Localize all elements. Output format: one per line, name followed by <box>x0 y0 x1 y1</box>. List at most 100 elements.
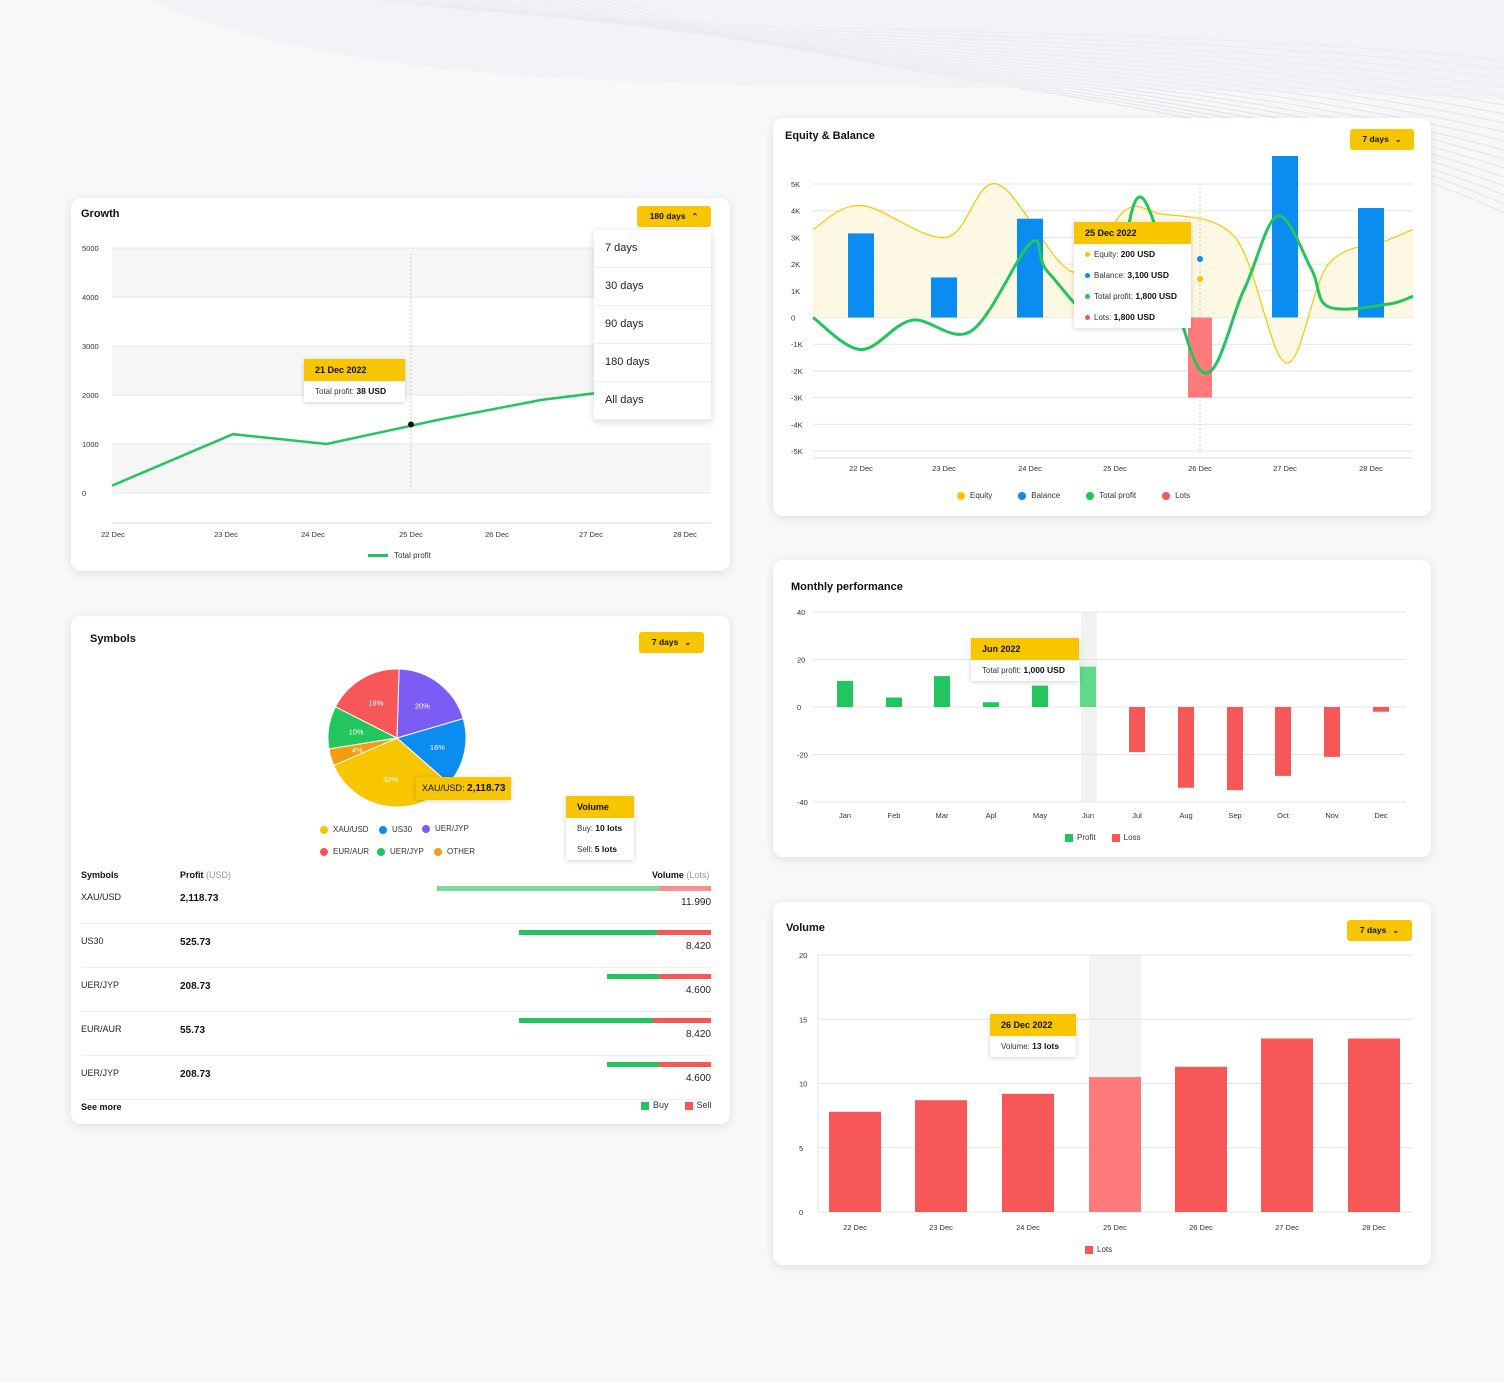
x-tick-label: 27 Dec <box>1275 1223 1299 1232</box>
monthly-performance-card: Monthly performance 40 20 0 -20 -40 Jan Feb Mar… <box>773 560 1431 857</box>
row-volume: 4.600 <box>685 1073 711 1084</box>
tooltip-title: Volume <box>566 796 634 818</box>
row-volume: 11.990 <box>681 897 711 908</box>
legend-item: Loss <box>1111 833 1141 842</box>
balance-bar <box>931 277 957 318</box>
hover-point <box>408 421 414 428</box>
loss-bar <box>1227 707 1243 791</box>
y-tick-label: 2000 <box>82 391 99 400</box>
row-volume: 8.420 <box>685 1029 711 1040</box>
legend-item: Total profit <box>1086 491 1136 500</box>
header-symbols: Symbols <box>81 870 119 880</box>
pie-slice[interactable] <box>334 668 400 739</box>
y-tick-label: 3000 <box>82 342 99 351</box>
row-profit: 525.73 <box>180 937 211 948</box>
volume-card: Volume 7 days ⌄ 20 15 10 5 0 22 Dec 23 Dec 24 De… <box>773 902 1431 1265</box>
profit-bar <box>1080 666 1096 707</box>
chevron-down-icon: ⌄ <box>1392 926 1400 935</box>
x-tick-label: 25 Dec <box>1103 1223 1127 1232</box>
y-tick-label: 0 <box>799 1208 803 1217</box>
monthly-legend: Profit Loss <box>1065 833 1157 842</box>
x-tick-label: Apl <box>986 811 997 820</box>
equity-period-button[interactable]: 7 days ⌄ <box>1350 129 1414 150</box>
dropdown-item[interactable]: 90 days <box>594 306 711 344</box>
row-divider <box>81 1011 711 1012</box>
balance-bar <box>1358 208 1384 318</box>
balance-bar <box>848 233 874 318</box>
y-tick-label: 0 <box>82 489 86 498</box>
header-profit: Profit (USD) <box>180 870 232 880</box>
y-tick-label: -3K <box>791 394 803 403</box>
tooltip-row: Total profit: 1,800 USD <box>1074 286 1191 307</box>
row-divider <box>81 1055 711 1056</box>
y-tick-label: 40 <box>797 608 805 617</box>
row-divider <box>81 967 711 968</box>
lots-bar <box>1348 1038 1400 1212</box>
equity-legend: Equity Balance Total profit Lots <box>957 491 1216 500</box>
legend-dot <box>1085 294 1090 300</box>
row-symbol: UER/JYP <box>81 980 120 990</box>
dropdown-item[interactable]: 7 days <box>594 230 711 268</box>
monthly-title: Monthly performance <box>791 581 903 593</box>
dropdown-item[interactable]: 180 days <box>594 344 711 382</box>
header-volume: Volume (Lots) <box>652 870 710 880</box>
x-tick-label: Dec <box>1374 811 1388 820</box>
tooltip-row: Total profit: 38 USD <box>315 386 387 396</box>
buy-volume-bar <box>519 1018 654 1023</box>
growth-title: Growth <box>81 208 120 220</box>
y-tick-label: -20 <box>797 751 808 760</box>
x-tick-label: 24 Dec <box>1018 464 1042 473</box>
lots-bar <box>1002 1093 1054 1212</box>
symbols-period-button[interactable]: 7 days ⌄ <box>639 632 704 653</box>
tooltip-row: Volume: 13 lots <box>1001 1041 1060 1051</box>
x-tick-label: 22 Dec <box>843 1223 867 1232</box>
sell-volume-bar <box>653 1018 711 1023</box>
legend-item: Equity <box>957 491 992 500</box>
dropdown-item[interactable]: 30 days <box>594 268 711 306</box>
x-tick-label: 22 Dec <box>101 530 125 539</box>
volume-tooltip: Volume Buy: 10 lots Sell: 5 lots <box>566 796 634 860</box>
chevron-up-icon: ⌃ <box>691 212 699 221</box>
row-profit: 208.73 <box>180 1069 211 1080</box>
profit-bar <box>934 676 950 707</box>
row-profit: 2,118.73 <box>180 893 219 904</box>
pie-tooltip: XAU/USD: 2,118.73 <box>416 777 512 800</box>
y-tick-label: 1000 <box>82 440 99 449</box>
legend-item: OTHER <box>434 847 475 856</box>
dropdown-item[interactable]: All days <box>594 382 711 420</box>
profit-bar <box>837 680 853 707</box>
volume-chart: 20 15 10 5 0 22 Dec 23 Dec 24 Dec 25 Dec 26 Dec 27… <box>799 951 1413 1232</box>
see-more-link[interactable]: See more <box>81 1102 122 1112</box>
total-profit-line <box>812 195 1414 375</box>
y-tick-label: -5K <box>791 447 803 456</box>
x-tick-label: Sep <box>1228 811 1241 820</box>
pie-percent-label: 4% <box>352 746 363 755</box>
lots-bar <box>829 1111 881 1212</box>
lots-bar <box>1261 1038 1313 1212</box>
x-tick-label: Mar <box>936 811 949 820</box>
growth-period-button[interactable]: 180 days ⌃ <box>637 206 711 227</box>
y-tick-label: 20 <box>797 656 805 665</box>
x-tick-label: 25 Dec <box>399 530 423 539</box>
legend-item: EUR/AUR <box>320 847 369 856</box>
y-tick-label: -4K <box>791 420 803 429</box>
profit-bar <box>983 702 999 707</box>
equity-title: Equity & Balance <box>785 130 875 142</box>
row-symbol: EUR/AUR <box>81 1024 122 1034</box>
legend-item: XAU/USD <box>320 825 369 834</box>
volume-period-label: 7 days <box>1359 925 1387 935</box>
x-tick-label: 27 Dec <box>579 530 603 539</box>
row-profit: 55.73 <box>180 1025 206 1036</box>
sell-swatch <box>684 1101 693 1110</box>
legend-item: UER/JYP <box>377 847 424 856</box>
volume-period-button[interactable]: 7 days ⌄ <box>1347 920 1412 941</box>
y-tick-label: 15 <box>799 1015 807 1024</box>
hover-point-balance <box>1197 256 1203 262</box>
y-tick-label: -1K <box>791 340 803 349</box>
x-tick-label: Jan <box>839 811 851 820</box>
pie-slice[interactable] <box>396 668 464 739</box>
x-tick-label: Nov <box>1325 811 1339 820</box>
x-tick-label: Oct <box>1277 811 1290 820</box>
legend-item: Profit <box>1065 833 1096 842</box>
loss-bar <box>1129 707 1145 753</box>
